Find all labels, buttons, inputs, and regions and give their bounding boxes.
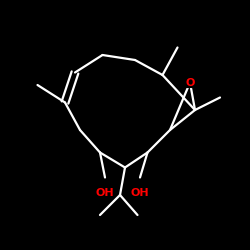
Text: OH: OH xyxy=(96,188,114,198)
Text: O: O xyxy=(185,78,195,88)
Text: OH: OH xyxy=(131,188,149,198)
